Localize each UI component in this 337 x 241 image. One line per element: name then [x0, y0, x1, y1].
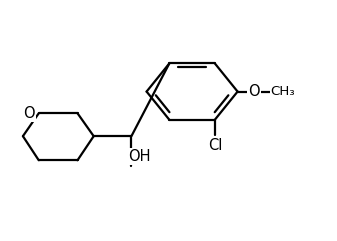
Text: O: O [24, 106, 35, 121]
Text: O: O [248, 84, 259, 99]
Text: CH₃: CH₃ [271, 85, 295, 98]
Text: Cl: Cl [208, 138, 222, 153]
Text: OH: OH [129, 149, 151, 164]
